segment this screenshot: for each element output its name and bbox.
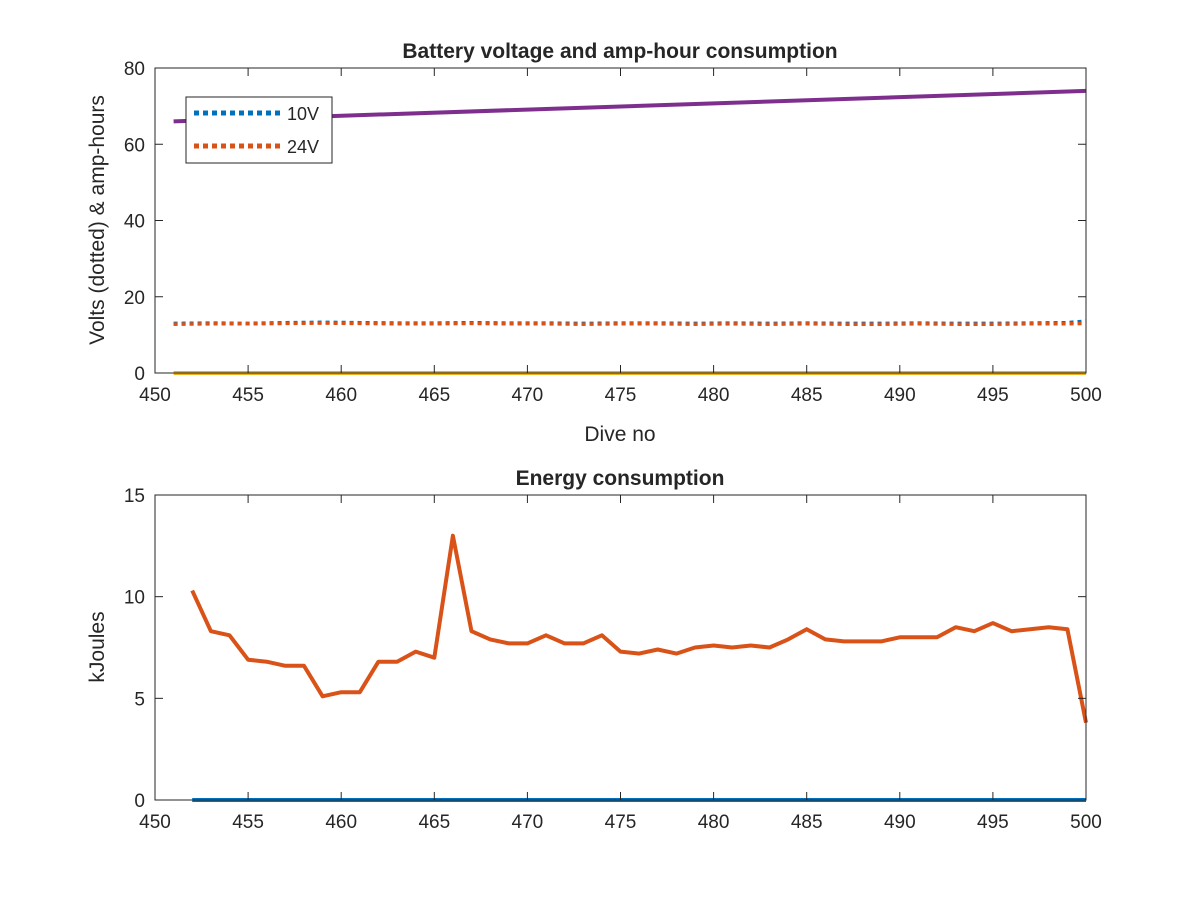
plot1-ytick-label: 60 xyxy=(124,135,145,156)
plot1-xtick-label: 475 xyxy=(605,385,637,406)
legend-box xyxy=(185,96,333,164)
plot1-xtick-label: 460 xyxy=(325,385,357,406)
plot2-title: Energy consumption xyxy=(516,467,725,490)
plot1-xtick-label: 450 xyxy=(139,385,171,406)
plot2-axes-box xyxy=(154,494,1087,801)
plot2-ytick-label: 15 xyxy=(124,486,145,507)
plot1-xtick-label: 485 xyxy=(791,385,823,406)
plot1-ytick-label: 20 xyxy=(124,288,145,309)
plot1-xtick-label: 465 xyxy=(418,385,450,406)
plot2-ytick-label: 5 xyxy=(134,689,145,710)
plot2-ytick-label: 0 xyxy=(134,791,145,812)
plot2-xtick-label: 485 xyxy=(791,812,823,833)
plot2-xtick-label: 470 xyxy=(512,812,544,833)
plot2-xtick-label: 465 xyxy=(418,812,450,833)
plot2-xtick-label: 500 xyxy=(1070,812,1102,833)
plot2-xtick-label: 460 xyxy=(325,812,357,833)
plot2-xtick-label: 455 xyxy=(232,812,264,833)
plot2-series-1-line xyxy=(190,533,1088,724)
plot2-xtick-label: 495 xyxy=(977,812,1009,833)
plot2-xtick-label: 475 xyxy=(605,812,637,833)
plot1-ytick-label: 80 xyxy=(124,59,145,80)
plot2-ytick-label: 10 xyxy=(124,588,145,609)
plot1-xtick-label: 455 xyxy=(232,385,264,406)
plot1-title: Battery voltage and amp-hour consumption xyxy=(402,40,837,63)
plot1-xtick-label: 500 xyxy=(1070,385,1102,406)
plot1-xtick-label: 495 xyxy=(977,385,1009,406)
plot1-series-1-line xyxy=(173,321,1087,326)
plot1-ytick-label: 0 xyxy=(134,364,145,385)
plot2-ticks: 450 455 460 465 470 475 480 485 490 495 500 0 5 10 15 xyxy=(124,486,1102,833)
plot2-xtick-label: 490 xyxy=(884,812,916,833)
plot2-xtick-label: 450 xyxy=(139,812,171,833)
plot1-legend: 10V 24V xyxy=(185,96,333,164)
voltage-amphour-plot: Battery voltage and amp-hour consumption… xyxy=(86,40,1102,446)
energy-plot: Energy consumption 450 455 460 465 470 475 480… xyxy=(86,467,1102,833)
plot2-series-group xyxy=(190,533,1088,802)
plot1-ylabel: Volts (dotted) & amp-hours xyxy=(86,95,109,345)
legend-label-10v: 10V xyxy=(287,104,319,124)
plot2-ylabel: kJoules xyxy=(86,611,109,682)
plot1-xtick-label: 480 xyxy=(698,385,730,406)
plot2-xtick-label: 480 xyxy=(698,812,730,833)
plot1-ticks: 450 455 460 465 470 475 480 485 490 495 500 0 20 40 60… xyxy=(124,59,1102,406)
legend-label-24v: 24V xyxy=(287,137,319,157)
plot1-xtick-label: 470 xyxy=(512,385,544,406)
plot1-xlabel: Dive no xyxy=(584,423,655,446)
plot1-ytick-label: 40 xyxy=(124,212,145,233)
plot1-xtick-label: 490 xyxy=(884,385,916,406)
